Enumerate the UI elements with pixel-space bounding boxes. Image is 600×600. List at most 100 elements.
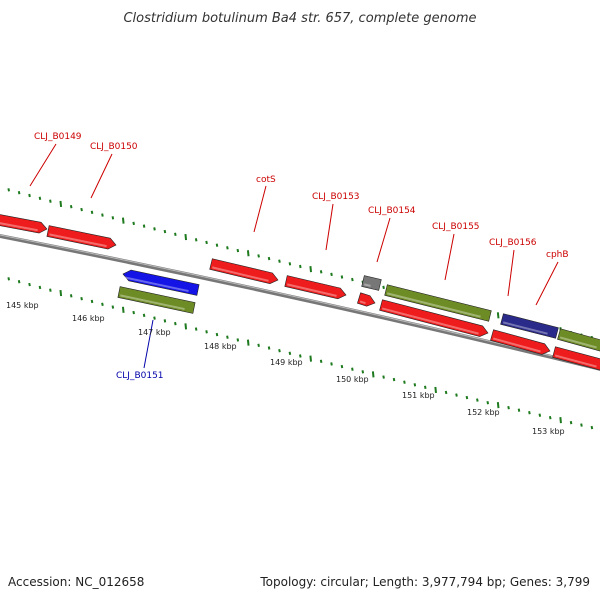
gene-feature [500, 313, 559, 339]
inner-tick-row [7, 277, 594, 430]
label-leader-line [376, 217, 391, 263]
accession-text: Accession: NC_012658 [8, 575, 144, 589]
tick-mark [132, 310, 135, 315]
tick-mark [569, 420, 573, 425]
tick-mark [153, 227, 156, 231]
tick-mark [465, 395, 469, 400]
gene-label: CLJ_B0150 [90, 142, 138, 152]
gene-feature [361, 275, 382, 291]
scale-label: 147 kbp [138, 328, 171, 337]
tick-mark [548, 415, 552, 420]
tick-mark [38, 196, 42, 201]
label-leader-line [507, 249, 515, 297]
tick-mark [319, 270, 323, 274]
gene-feature-highlight [554, 354, 597, 368]
tick-mark [194, 238, 198, 242]
gene-feature-highlight [287, 283, 337, 297]
gene-feature-highlight [124, 276, 189, 293]
tick-mark [309, 355, 313, 362]
tick-mark [163, 319, 167, 323]
gene-label: cphB [546, 250, 569, 260]
tick-mark [142, 313, 146, 318]
tick-mark [496, 312, 500, 319]
tick-mark [184, 323, 188, 330]
gene-feature [122, 269, 200, 296]
gene-feature [117, 286, 196, 314]
gene-label: CLJ_B0153 [312, 192, 360, 202]
tick-mark [371, 371, 375, 378]
tick-mark [69, 294, 73, 298]
tick-mark [7, 188, 10, 192]
tick-mark [226, 335, 229, 339]
gene-feature [46, 225, 117, 250]
tick-mark [507, 405, 510, 410]
tick-mark [257, 254, 260, 258]
gene-feature [357, 292, 376, 307]
tick-mark [455, 393, 458, 397]
tick-mark [38, 285, 42, 290]
map-title: Clostridium botulinum Ba4 str. 657, comp… [123, 11, 476, 26]
tick-mark [236, 338, 240, 342]
gene-feature-highlight [559, 336, 597, 349]
tick-mark [288, 262, 292, 266]
gene-feature-highlight [492, 337, 541, 353]
tick-mark [299, 354, 302, 358]
tick-mark [392, 377, 396, 382]
tick-mark [101, 302, 104, 306]
tick-mark [121, 306, 125, 313]
tick-mark [361, 370, 365, 374]
label-leaders [29, 143, 559, 369]
tick-mark [299, 264, 302, 269]
gene-track [0, 214, 600, 371]
label-leader-line [29, 143, 57, 187]
tick-mark [382, 375, 385, 379]
tick-mark [257, 343, 260, 348]
tick-mark [111, 216, 115, 220]
scale-label: 145 kbp [6, 301, 39, 310]
tick-mark [330, 272, 333, 277]
gene-feature [379, 299, 489, 337]
scale-labels: 145 kbp 146 kbp 147 kbp 148 kbp 149 kbp 150 k… [6, 301, 565, 436]
scale-label: 153 kbp [532, 427, 565, 436]
tick-mark [340, 364, 344, 369]
gene-label: CLJ_B0154 [368, 206, 416, 216]
gene-label: CLJ_B0149 [34, 132, 82, 142]
tick-mark [319, 359, 323, 363]
tick-mark [246, 339, 250, 346]
tick-mark [580, 423, 583, 427]
gene-feature [384, 284, 492, 322]
tick-mark [267, 346, 271, 350]
scale-label: 151 kbp [402, 391, 435, 400]
scale-label: 146 kbp [72, 314, 105, 323]
label-leader-line [444, 233, 455, 281]
tick-mark [163, 229, 167, 234]
tick-mark [559, 417, 562, 424]
tick-mark [205, 330, 208, 334]
tick-mark [590, 425, 594, 430]
tick-mark [121, 217, 125, 224]
tick-mark [17, 190, 21, 195]
gene-feature [209, 258, 279, 285]
tick-mark [111, 305, 115, 309]
tick-dots [7, 188, 594, 430]
tick-mark [403, 380, 406, 384]
tick-mark [236, 248, 240, 253]
tick-mark [496, 402, 500, 409]
tick-mark [49, 199, 52, 203]
tick-mark [267, 256, 271, 261]
gene-label: CLJ_B0156 [489, 238, 537, 248]
gene-feature [557, 328, 600, 352]
gene-feature-highlight [386, 292, 481, 318]
genome-backbone [0, 233, 600, 371]
tick-mark [246, 250, 250, 257]
gene-feature [552, 346, 600, 371]
tick-mark [330, 362, 333, 366]
gene-feature [0, 214, 48, 234]
tick-mark [90, 210, 94, 215]
gene-label: CLJ_B0151 [116, 371, 164, 381]
tick-mark [69, 205, 73, 209]
tick-mark [184, 233, 188, 241]
tick-mark [340, 275, 344, 279]
label-leader-line [253, 185, 267, 233]
